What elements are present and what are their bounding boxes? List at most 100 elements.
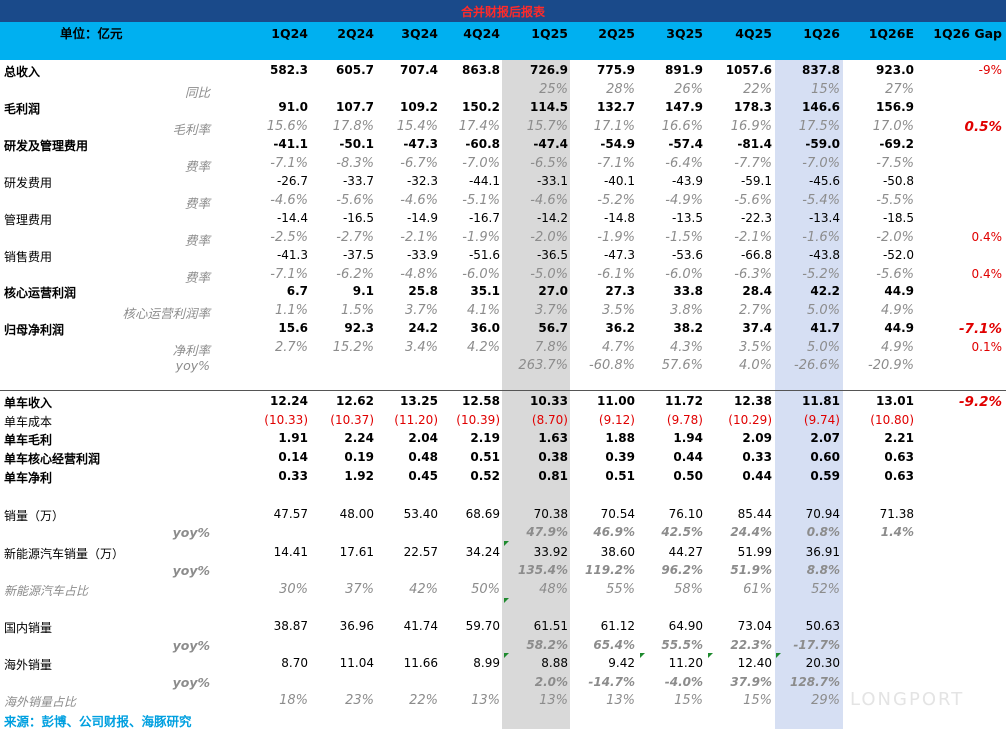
table-cell: -5.2% <box>597 193 635 208</box>
table-cell: -6.0% <box>462 267 500 282</box>
table-cell: 33.8 <box>673 284 703 298</box>
table-cell: 48% <box>539 582 568 597</box>
table-cell: 12.40 <box>737 656 772 670</box>
table-cell: 11.81 <box>802 394 840 408</box>
table-cell: 11.20 <box>668 656 703 670</box>
row-label: 单车毛利 <box>4 433 53 447</box>
table-cell: -13.5 <box>671 211 703 225</box>
row-label: 单车核心经营利润 <box>4 452 101 466</box>
table-cell: 56.7 <box>538 321 568 335</box>
table-cell: 11.00 <box>597 394 635 408</box>
table-cell: 0.50 <box>673 469 703 483</box>
table-cell: 156.9 <box>876 100 914 114</box>
row-label: yoy% <box>172 675 210 690</box>
table-cell: -1.9% <box>597 230 635 245</box>
table-cell: -60.8% <box>589 358 635 373</box>
table-cell: 4.1% <box>466 303 500 318</box>
table-cell: 29% <box>811 693 840 708</box>
row-label: 新能源汽车销量（万） <box>4 547 125 561</box>
table-cell: 91.0 <box>278 100 308 114</box>
table-cell: 15.7% <box>526 119 568 134</box>
table-cell: -7.1% <box>597 156 635 171</box>
column-header: 4Q25 <box>735 26 772 41</box>
table-cell: 263.7% <box>518 358 568 373</box>
table-cell: 85.44 <box>737 507 772 521</box>
row-label: 归母净利润 <box>4 323 65 337</box>
table-cell: -37.5 <box>342 248 374 262</box>
table-cell: 61% <box>743 582 772 597</box>
table-cell: 26% <box>674 82 703 97</box>
column-header: 3Q24 <box>401 26 438 41</box>
table-cell: 17.4% <box>458 119 500 134</box>
table-cell: -47.3 <box>403 137 438 151</box>
table-cell: 1057.6 <box>725 63 772 77</box>
table-cell: -18.5 <box>882 211 914 225</box>
table-cell: 4.9% <box>880 340 914 355</box>
table-row: 归母净利润 15.6 92.3 24.2 36.0 56.7 36.2 38.2 37.4 41.… <box>0 320 1006 338</box>
table-row: yoy% 47.9% 46.9% 42.5% 24.4% 0.8% 1.4% <box>0 524 1006 542</box>
table-cell: 27.3 <box>605 284 635 298</box>
table-cell: 68.69 <box>465 507 500 521</box>
table-cell: 135.4% <box>518 563 568 577</box>
table-cell: 65.4% <box>593 638 635 652</box>
column-header: 1Q25 <box>531 26 568 41</box>
table-cell: -1.9% <box>462 230 500 245</box>
table-cell: 119.2% <box>585 563 635 577</box>
table-cell: 20.30 <box>805 656 840 670</box>
table-cell: 8.88 <box>541 656 568 670</box>
table-cell: 36.91 <box>805 545 840 559</box>
table-cell: 22% <box>409 693 438 708</box>
table-cell: -33.1 <box>536 174 568 188</box>
column-header: 4Q24 <box>463 26 500 41</box>
row-label: 新能源汽车占比 <box>4 584 89 598</box>
table-cell: 5.0% <box>806 303 840 318</box>
table-cell: -41.3 <box>276 248 308 262</box>
table-cell: 1.92 <box>344 469 374 483</box>
table-cell: -22.3 <box>740 211 772 225</box>
table-cell: 891.9 <box>665 63 703 77</box>
table-cell: 13% <box>471 693 500 708</box>
table-cell: (10.37) <box>330 413 374 427</box>
table-cell: 27% <box>885 82 914 97</box>
table-cell: 114.5 <box>530 100 568 114</box>
table-cell: (9.12) <box>598 413 635 427</box>
header-unit: 单位：亿元 <box>60 26 123 41</box>
table-cell: 2.0% <box>534 675 568 689</box>
gap-cell: 0.4% <box>971 267 1003 281</box>
cell-note-marker <box>640 653 645 658</box>
row-label: 销售费用 <box>4 250 53 264</box>
table-cell: 8.70 <box>281 656 308 670</box>
row-label: 海外销量 <box>4 658 53 672</box>
table-cell: 0.33 <box>278 469 308 483</box>
table-cell: 18% <box>279 693 308 708</box>
table-cell: 27.0 <box>538 284 568 298</box>
table-row: 单车净利 0.33 1.92 0.45 0.52 0.81 0.51 0.50 0.44 0.59… <box>0 468 1006 486</box>
table-cell: 46.9% <box>593 525 635 539</box>
table-cell: 4.7% <box>601 340 635 355</box>
table-row: 费率 -7.1% -6.2% -4.8% -6.0% -5.0% -6.1% -6.0% -6.… <box>0 266 1006 285</box>
table-cell: -4.0% <box>664 675 703 689</box>
table-cell: -4.6% <box>530 193 568 208</box>
table-cell: 12.62 <box>336 394 374 408</box>
table-cell: 0.52 <box>470 469 500 483</box>
table-cell: -6.5% <box>530 156 568 171</box>
table-cell: 17.0% <box>872 119 914 134</box>
cell-note-marker <box>504 653 509 658</box>
table-cell: 837.8 <box>802 63 840 77</box>
table-cell: -26.7 <box>276 174 308 188</box>
table-cell: -66.8 <box>740 248 772 262</box>
table-cell: -40.1 <box>603 174 635 188</box>
table-cell: 1.91 <box>278 431 308 445</box>
table-row: 净利率 2.7% 15.2% 3.4% 4.2% 7.8% 4.7% 4.3% 3.5% 5.0%… <box>0 339 1006 358</box>
table-cell: 0.51 <box>470 450 500 464</box>
table-cell: 38.2 <box>673 321 703 335</box>
cell-note-marker <box>708 653 713 658</box>
cell-note-marker <box>776 653 781 658</box>
table-row: 毛利润 91.0 107.7 109.2 150.2 114.5 132.7 147.9 178… <box>0 99 1006 117</box>
table-cell: -33.9 <box>406 248 438 262</box>
table-cell: -2.7% <box>336 230 374 245</box>
table-cell: 0.44 <box>673 450 703 464</box>
table-cell: 9.1 <box>352 284 374 298</box>
table-cell: -47.3 <box>603 248 635 262</box>
table-cell: 44.9 <box>884 284 914 298</box>
